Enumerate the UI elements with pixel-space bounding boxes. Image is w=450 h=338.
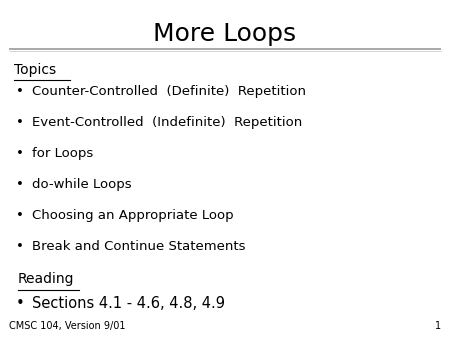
Text: •: • [16,296,25,311]
Text: •: • [16,209,24,222]
Text: Counter-Controlled  (Definite)  Repetition: Counter-Controlled (Definite) Repetition [32,84,306,97]
Text: 1: 1 [435,320,441,331]
Text: Reading: Reading [18,272,75,286]
Text: Sections 4.1 - 4.6, 4.8, 4.9: Sections 4.1 - 4.6, 4.8, 4.9 [32,296,225,311]
Text: •: • [16,147,24,160]
Text: for Loops: for Loops [32,147,93,160]
Text: •: • [16,178,24,191]
Text: Event-Controlled  (Indefinite)  Repetition: Event-Controlled (Indefinite) Repetition [32,116,302,128]
Text: More Loops: More Loops [153,22,297,46]
Text: •: • [16,84,24,97]
Text: do-while Loops: do-while Loops [32,178,131,191]
Text: •: • [16,240,24,253]
Text: Break and Continue Statements: Break and Continue Statements [32,240,245,253]
Text: Choosing an Appropriate Loop: Choosing an Appropriate Loop [32,209,233,222]
Text: •: • [16,116,24,128]
Text: CMSC 104, Version 9/01: CMSC 104, Version 9/01 [9,320,126,331]
Text: Topics: Topics [14,63,56,76]
